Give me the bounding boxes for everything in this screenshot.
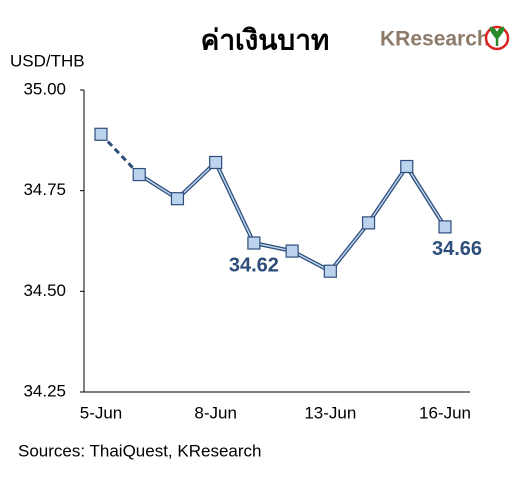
marker — [323, 264, 337, 278]
marker — [132, 167, 146, 182]
y-tick-label: 34.50 — [23, 281, 66, 300]
x-tick-label: 13-Jun — [304, 403, 356, 422]
y-tick-label: 34.75 — [23, 180, 66, 199]
x-tick-label: 8-Jun — [194, 403, 237, 422]
y-axis-label: USD/THB — [10, 51, 85, 70]
marker — [94, 127, 108, 141]
chart-title: ค่าเงินบาท — [201, 24, 330, 55]
data-label: 34.62 — [229, 254, 279, 276]
source-note: Sources: ThaiQuest, KResearch — [18, 441, 261, 460]
x-tick-label: 16-Jun — [419, 403, 471, 422]
logo-icon — [484, 25, 510, 51]
marker — [209, 155, 223, 170]
marker — [247, 236, 261, 250]
data-label: 34.66 — [432, 238, 482, 260]
y-tick-label: 35.00 — [23, 79, 66, 98]
marker — [285, 244, 299, 258]
y-tick-label: 34.25 — [23, 381, 66, 400]
marker — [438, 220, 452, 234]
x-tick-label: 5-Jun — [80, 403, 123, 422]
marker — [170, 192, 185, 206]
logo-text: KResearch — [380, 28, 490, 51]
marker — [400, 159, 414, 174]
marker — [361, 216, 376, 230]
